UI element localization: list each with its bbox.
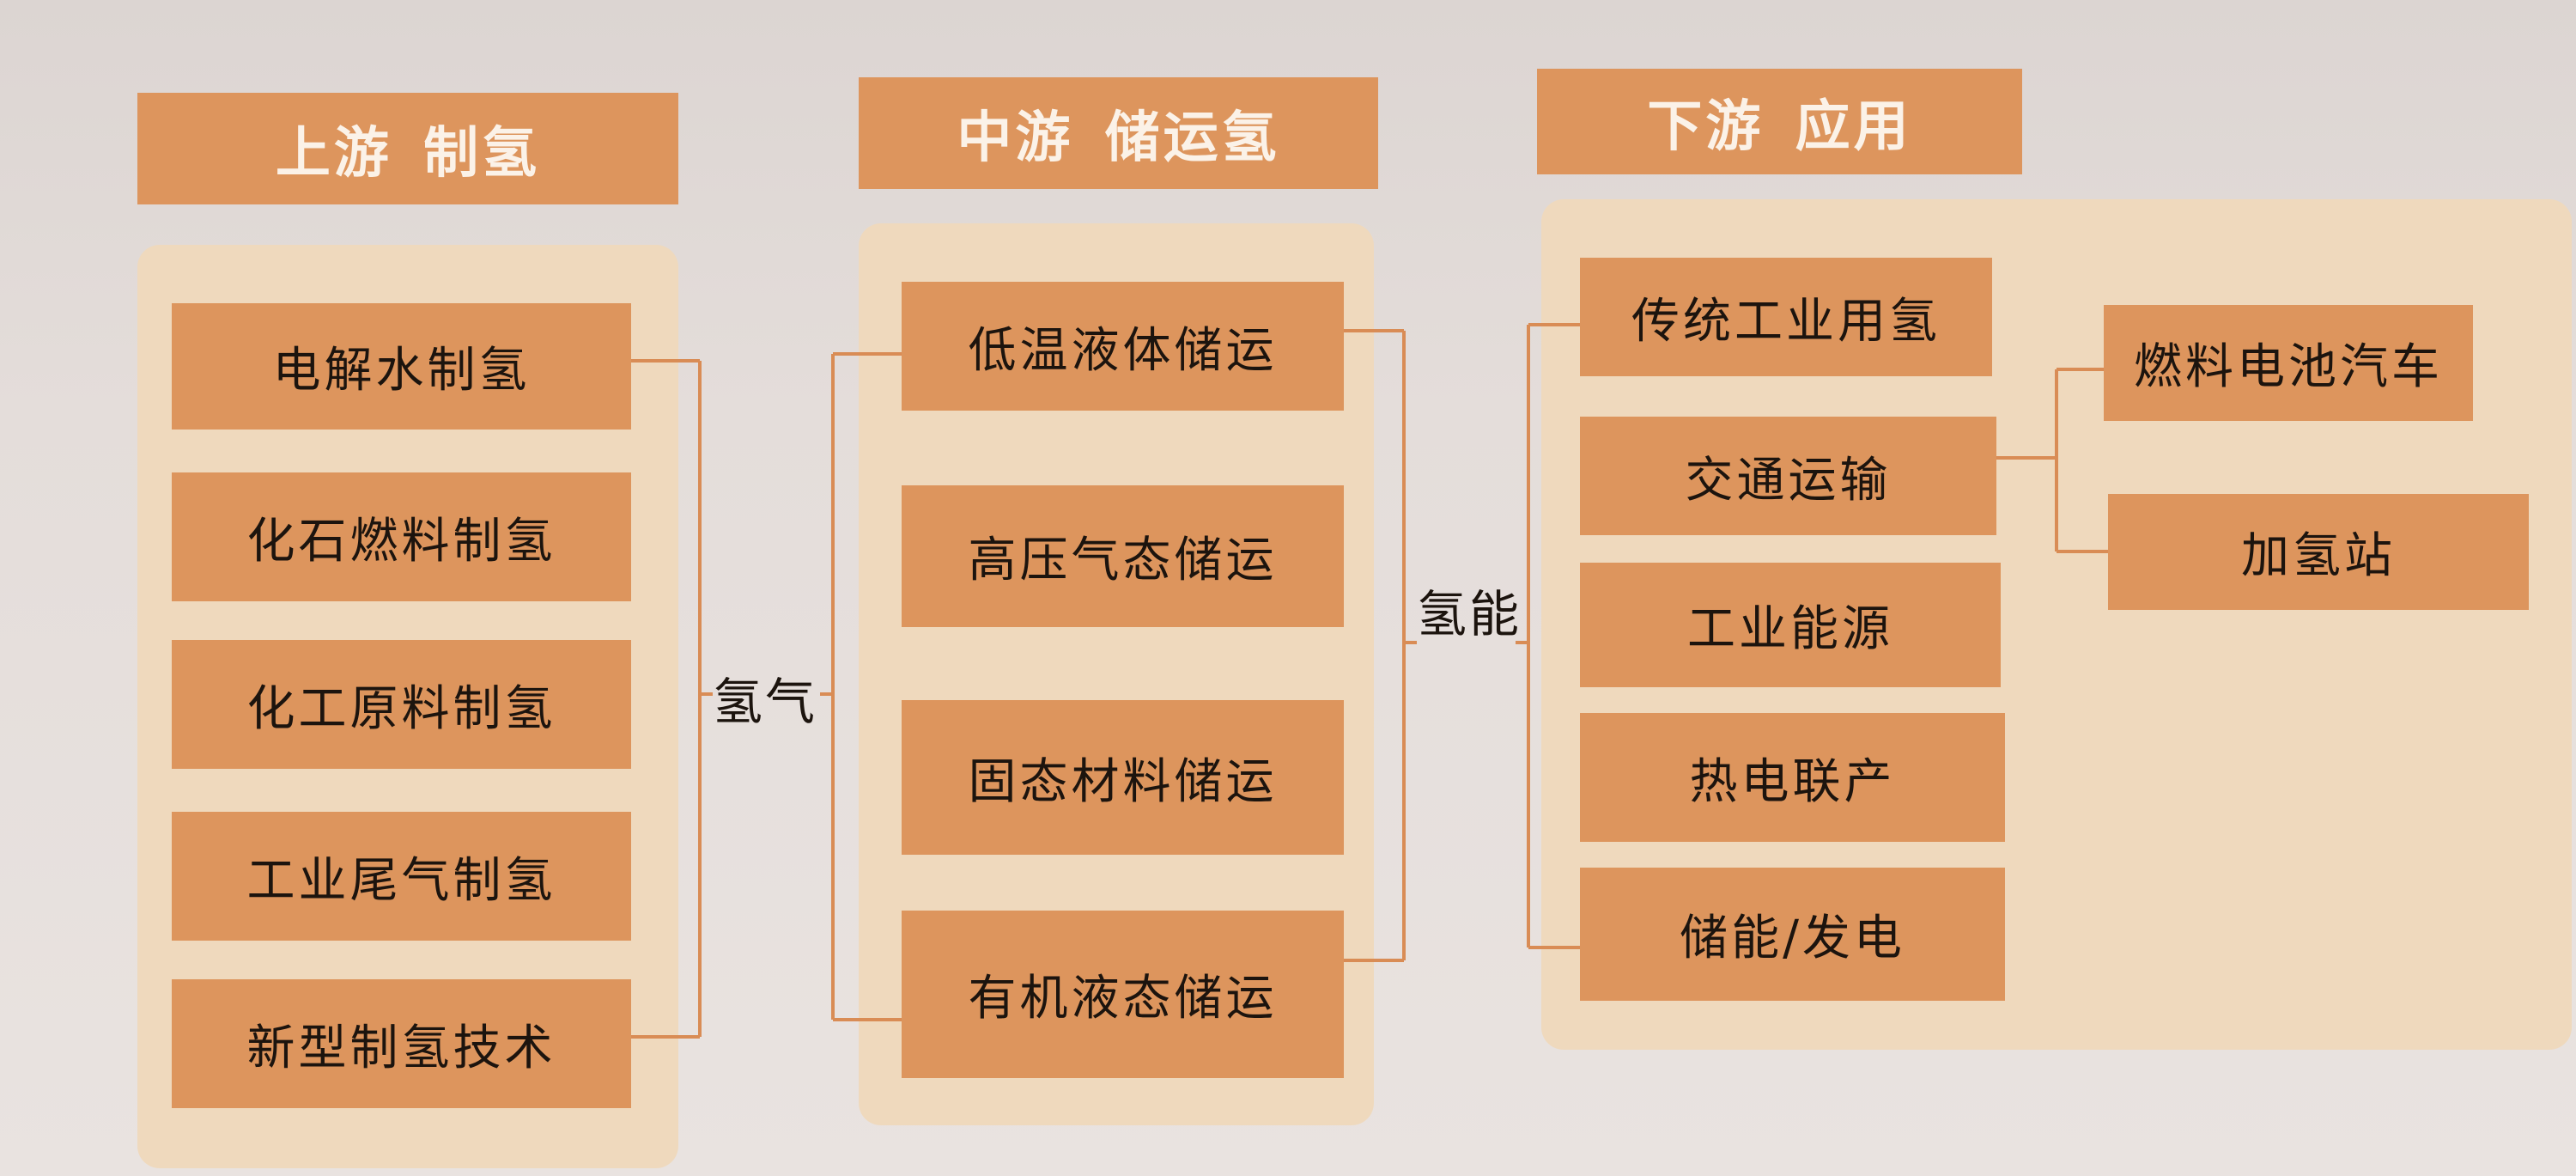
downstream-item-storage-power: 储能/发电 [1580, 868, 2005, 1001]
upstream-item-electrolysis: 电解水制氢 [172, 303, 631, 430]
upstream-header: 上游 制氢 [137, 93, 678, 204]
upstream-item-chemical-feedstock: 化工原料制氢 [172, 640, 631, 769]
hydrogen-station-box: 加氢站 [2108, 494, 2529, 610]
midstream-header: 中游 储运氢 [859, 77, 1378, 189]
downstream-item-traditional-industry: 传统工业用氢 [1580, 258, 1992, 376]
upstream-item-industrial-tail-gas: 工业尾气制氢 [172, 812, 631, 941]
downstream-header: 下游 应用 [1537, 69, 2022, 174]
midstream-item-solid-material: 固态材料储运 [902, 700, 1344, 855]
midstream-item-high-pressure-gas: 高压气态储运 [902, 485, 1344, 627]
upstream-item-fossil-fuel: 化石燃料制氢 [172, 472, 631, 601]
hydrogen-energy-label: 氢能 [1417, 585, 1522, 643]
hydrogen-gas-label: 氢气 [713, 673, 818, 731]
downstream-item-cogeneration: 热电联产 [1580, 713, 2005, 842]
upstream-item-new-technology: 新型制氢技术 [172, 979, 631, 1108]
midstream-item-cryogenic-liquid: 低温液体储运 [902, 282, 1344, 411]
downstream-item-industrial-energy: 工业能源 [1580, 563, 2001, 687]
downstream-item-transportation: 交通运输 [1580, 417, 1996, 535]
midstream-item-organic-liquid: 有机液态储运 [902, 911, 1344, 1078]
fuel-cell-vehicle-box: 燃料电池汽车 [2104, 305, 2473, 421]
